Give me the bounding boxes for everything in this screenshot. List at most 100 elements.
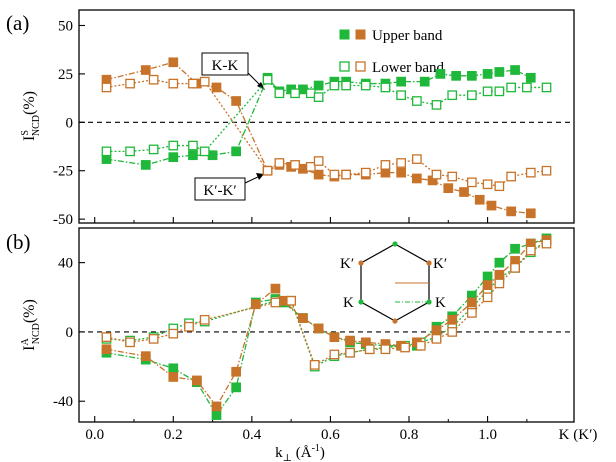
data-point-b-3 (400, 342, 410, 353)
data-point-a-3 (305, 161, 316, 172)
data-point-a-3 (188, 78, 198, 89)
data-point-b-3 (270, 297, 281, 308)
data-point-a-1 (290, 88, 300, 99)
data-point-b-2 (329, 332, 340, 342)
data-point-b-0 (494, 257, 505, 268)
data-point-b-3 (148, 334, 159, 344)
legend-lower-marker-2 (355, 61, 366, 72)
xtick-label: 0.4 (242, 427, 261, 443)
data-point-a-0 (494, 67, 505, 77)
data-point-b-0 (168, 363, 179, 374)
data-point-b-3 (482, 292, 493, 303)
data-point-a-3 (329, 169, 340, 180)
data-point-b-0 (482, 271, 493, 282)
data-point-a-1 (341, 80, 351, 91)
data-point-a-3 (482, 179, 493, 190)
data-point-a-1 (101, 146, 112, 157)
panel-a-label: (a) (6, 11, 29, 35)
data-point-b-3 (510, 262, 520, 273)
data-point-a-0 (482, 69, 493, 79)
data-point-a-1 (482, 86, 493, 97)
data-point-b-2 (313, 323, 324, 334)
data-point-b-2 (211, 401, 222, 412)
series-line-b-1 (106, 239, 547, 368)
data-point-a-3 (274, 158, 285, 168)
legend-lower-label: Lower band (372, 60, 445, 76)
legend-upper-label: Upper band (372, 28, 443, 44)
svg-text:K: K (343, 295, 354, 311)
data-point-b-2 (250, 299, 261, 310)
ytick-label-b: 40 (58, 256, 73, 272)
data-point-a-3 (341, 169, 351, 180)
xtick-label: 1.0 (478, 427, 497, 443)
data-point-b-3 (415, 340, 426, 351)
data-point-b-2 (270, 283, 281, 294)
legend-upper-marker (339, 29, 350, 40)
ytick-label-a: -25 (53, 164, 73, 180)
panel-b-ylabel: IANCD(%) (20, 299, 42, 351)
ytick-label-a: 0 (66, 115, 74, 131)
data-point-b-3 (309, 359, 320, 370)
data-point-b-3 (494, 278, 505, 289)
data-point-a-2 (412, 173, 422, 184)
data-point-b-0 (211, 410, 222, 420)
data-point-b-2 (140, 351, 151, 362)
x-axis-title: k⊥ (Å-1) (275, 443, 325, 462)
data-point-a-3 (447, 171, 458, 182)
svg-text:K′: K′ (433, 256, 447, 272)
data-point-b-3 (101, 332, 112, 342)
data-point-b-3 (525, 245, 536, 256)
data-point-b-3 (431, 334, 442, 344)
ytick-label-b: 0 (66, 325, 74, 341)
data-point-a-2 (396, 167, 406, 178)
data-point-a-1 (188, 140, 198, 151)
data-point-b-3 (345, 347, 355, 358)
data-point-b-3 (329, 349, 340, 360)
data-point-a-2 (211, 82, 222, 93)
xtick-label: 0.2 (164, 427, 183, 443)
svg-text:K′-K′: K′-K′ (203, 183, 236, 199)
data-point-a-3 (396, 158, 406, 168)
data-point-a-1 (305, 88, 316, 99)
data-point-b-2 (231, 366, 241, 377)
data-point-a-1 (494, 86, 505, 97)
data-point-b-2 (345, 335, 355, 346)
xtick-label: 0.8 (400, 427, 419, 443)
annotation-kpkp: K′-K′ (194, 173, 264, 201)
data-point-b-0 (510, 243, 520, 254)
data-point-b-2 (168, 372, 179, 382)
panel-b-label: (b) (6, 230, 31, 254)
data-point-a-1 (447, 90, 458, 101)
data-point-a-2 (486, 200, 497, 211)
data-point-b-3 (168, 328, 179, 339)
xtick-end-label: K (K′) (559, 427, 598, 443)
data-point-a-2 (140, 65, 151, 75)
data-point-a-3 (168, 78, 179, 89)
data-point-a-2 (459, 187, 469, 197)
data-point-b-3 (286, 295, 296, 306)
data-point-a-0 (207, 150, 218, 161)
ytick-label-a: 50 (58, 18, 73, 34)
data-point-a-2 (506, 206, 516, 217)
data-point-a-1 (467, 90, 477, 101)
svg-text:IANCD(%): IANCD(%) (20, 299, 42, 351)
data-point-a-1 (380, 82, 391, 93)
data-point-b-3 (380, 344, 391, 355)
data-point-b-3 (447, 327, 458, 337)
data-point-a-0 (298, 84, 308, 95)
data-point-b-2 (101, 344, 112, 355)
svg-text:K′: K′ (340, 256, 354, 272)
data-point-a-2 (231, 96, 241, 106)
data-point-a-1 (412, 96, 422, 106)
panel-a-plot: -50 -25 0 25 50 (53, 18, 574, 228)
data-point-a-1 (506, 82, 516, 93)
series-line-a-3 (106, 79, 547, 187)
inset-hexagon: K′ K′ K K (340, 241, 447, 324)
data-point-a-1 (168, 140, 179, 151)
data-point-a-0 (313, 80, 324, 91)
data-point-b-3 (541, 238, 552, 249)
data-point-a-0 (231, 146, 241, 157)
data-point-a-3 (148, 74, 159, 85)
data-point-b-0 (231, 382, 241, 393)
data-point-a-2 (474, 194, 485, 205)
